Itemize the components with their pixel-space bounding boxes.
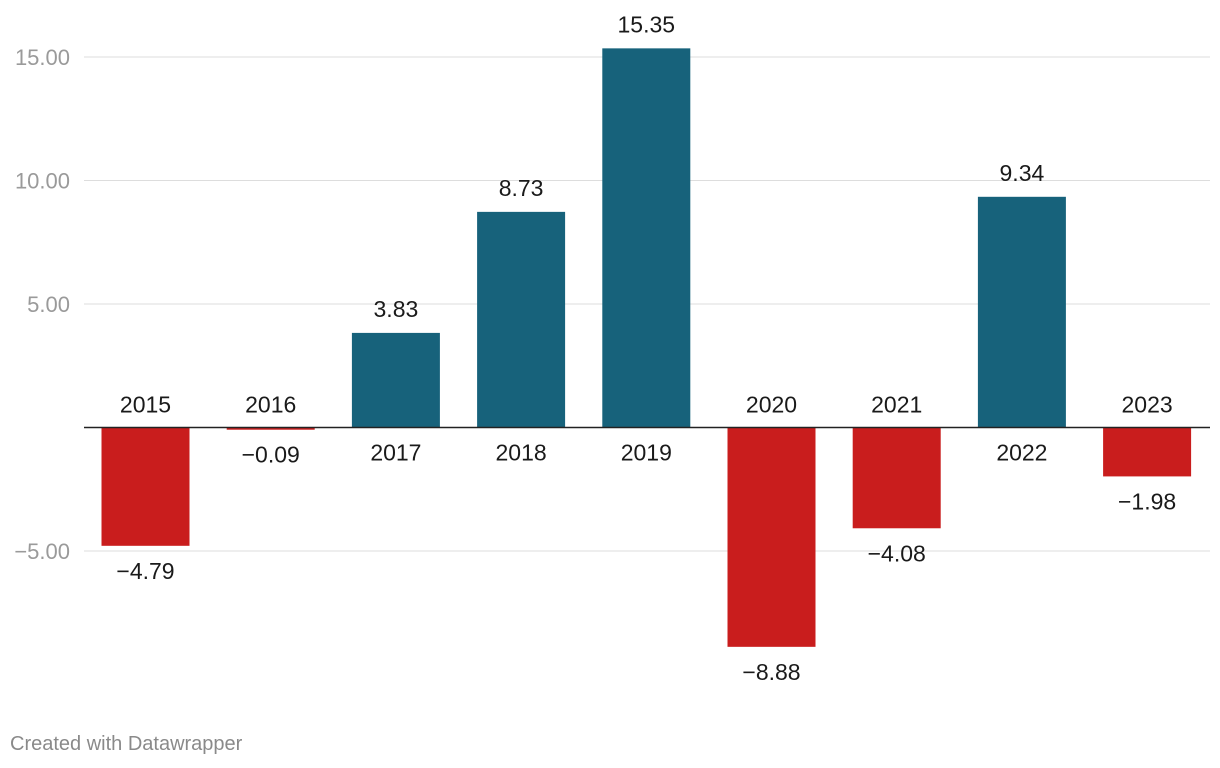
category-label: 2019 — [621, 440, 672, 466]
y-tick-label: 15.00 — [15, 45, 70, 70]
category-label: 2020 — [746, 392, 797, 418]
value-label: 9.34 — [1000, 160, 1045, 186]
bar-2019 — [602, 48, 691, 428]
bar-2021 — [852, 427, 941, 529]
category-label: 2016 — [245, 392, 296, 418]
bar-2017 — [351, 332, 440, 428]
bar-layer — [84, 48, 1210, 647]
bar-2018 — [477, 211, 566, 428]
label-layer: 2015 −4.79 2016 −0.09 2017 3.83 2018 8.73 2019 15… — [116, 11, 1176, 684]
bar-2020 — [727, 427, 816, 647]
value-label: −0.09 — [242, 442, 300, 468]
value-label: 8.73 — [499, 175, 544, 201]
value-label: −4.79 — [116, 558, 174, 584]
value-label: −4.08 — [868, 540, 926, 566]
bar-2022 — [977, 196, 1066, 428]
y-tick-label: −5.00 — [14, 539, 70, 564]
category-label: 2021 — [871, 392, 922, 418]
credit-text: Created with Datawrapper — [10, 733, 243, 755]
value-label: 3.83 — [374, 296, 419, 322]
bar-2015 — [101, 427, 190, 546]
y-tick-label: 10.00 — [15, 169, 70, 194]
value-label: 15.35 — [618, 11, 676, 37]
value-label: −8.88 — [742, 659, 800, 685]
category-label: 2017 — [370, 440, 421, 466]
category-label: 2018 — [496, 440, 547, 466]
value-label: −1.98 — [1118, 488, 1176, 514]
bar-2023 — [1103, 427, 1192, 477]
category-label: 2015 — [120, 392, 171, 418]
category-label: 2022 — [996, 440, 1047, 466]
y-tick-label: 5.00 — [27, 292, 70, 317]
category-label: 2023 — [1122, 392, 1173, 418]
bar-2016 — [226, 427, 315, 430]
